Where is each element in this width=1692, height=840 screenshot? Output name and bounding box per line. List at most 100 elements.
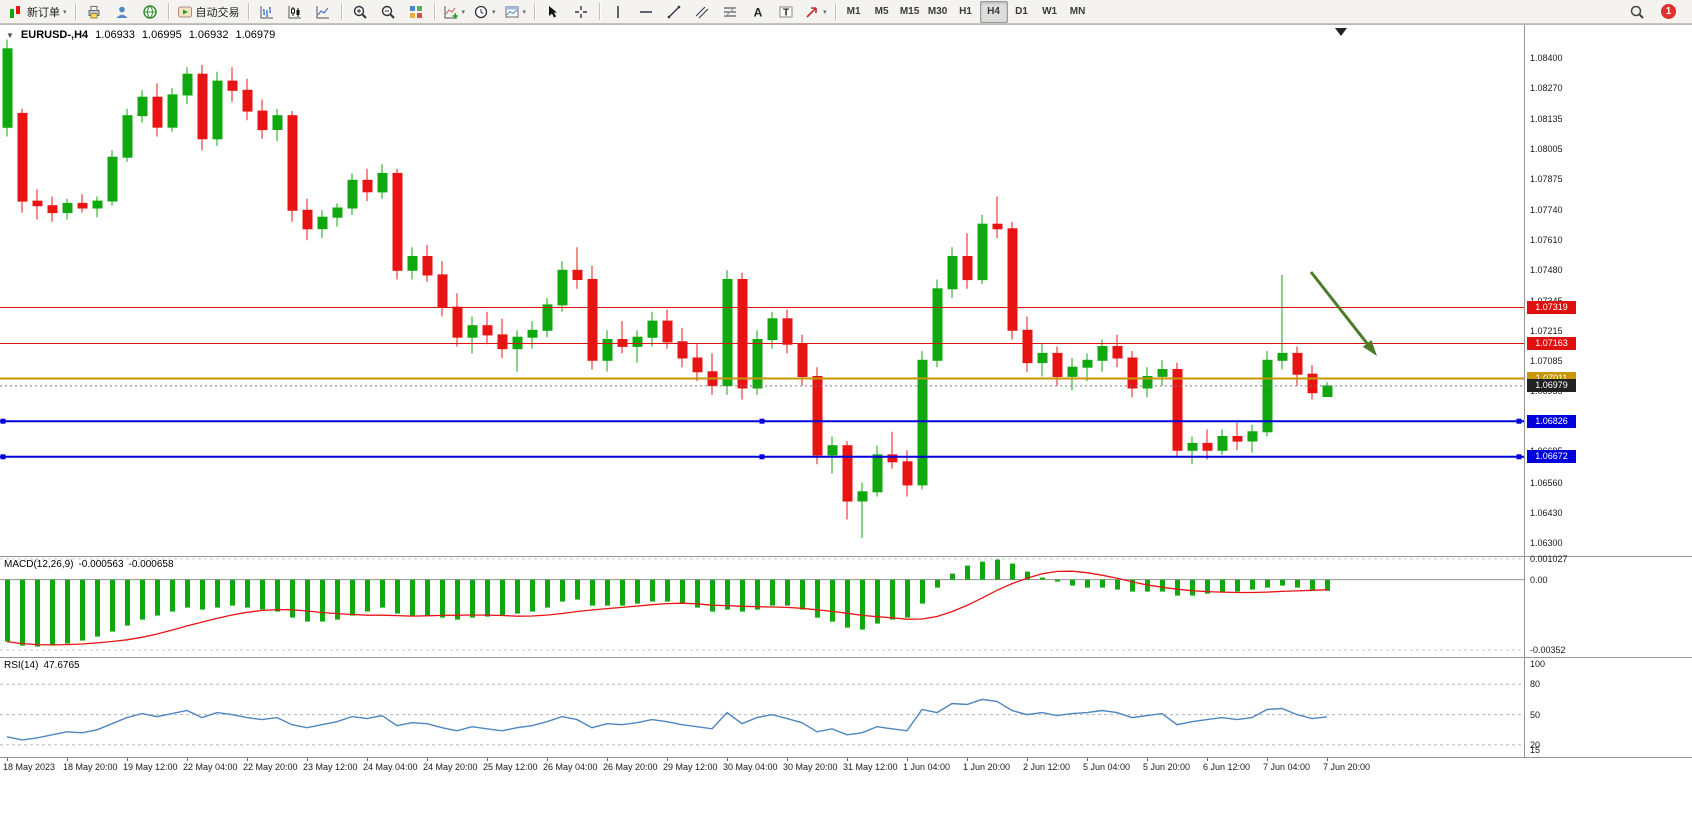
- candle: [257, 99, 268, 139]
- print-button[interactable]: [80, 1, 108, 23]
- ohlc-open: 1.06933: [95, 29, 135, 41]
- macd-bar: [935, 579, 940, 588]
- new-order-button[interactable]: 新订单 ▾: [4, 1, 71, 23]
- pane-separator[interactable]: [0, 657, 1692, 658]
- community-button[interactable]: [136, 1, 164, 23]
- line-handle[interactable]: [759, 418, 765, 424]
- candle: [452, 293, 463, 347]
- macd-bar: [470, 579, 475, 618]
- candlestick-chart-button[interactable]: [281, 1, 309, 23]
- search-icon: [1629, 4, 1645, 20]
- candle: [1022, 316, 1033, 372]
- vertical-line-button[interactable]: [604, 1, 632, 23]
- toolbar-separator: [599, 3, 601, 20]
- rsi-label: RSI(14): [4, 660, 39, 671]
- macd-bar: [545, 579, 550, 608]
- horizontal-line-button[interactable]: [632, 1, 660, 23]
- trend-arrow-object[interactable]: [1309, 271, 1377, 356]
- timeframe-h1-button[interactable]: H1: [952, 1, 980, 23]
- chart-shift-marker-icon[interactable]: [1335, 28, 1347, 36]
- text-button[interactable]: A: [744, 1, 772, 23]
- timeframe-m5-button[interactable]: M5: [868, 1, 896, 23]
- macd-pane[interactable]: [0, 556, 1524, 657]
- one-click-trading-expand-icon[interactable]: ▼: [6, 30, 14, 40]
- zoom-out-button[interactable]: [374, 1, 402, 23]
- timeframe-m1-button[interactable]: M1: [840, 1, 868, 23]
- timeframe-m30-button[interactable]: M30: [924, 1, 952, 23]
- autotrading-button[interactable]: 自动交易: [173, 1, 244, 23]
- pane-separator[interactable]: [0, 556, 1692, 557]
- time-axis-tick: [607, 758, 608, 761]
- notification-badge[interactable]: 1: [1661, 4, 1676, 19]
- cursor-button[interactable]: [539, 1, 567, 23]
- line-handle[interactable]: [759, 454, 765, 460]
- line-handle[interactable]: [0, 418, 6, 424]
- line-chart-button[interactable]: [309, 1, 337, 23]
- timeframe-mn-button-label: MN: [1069, 6, 1086, 17]
- templates-button[interactable]: ▾: [500, 1, 531, 23]
- text-label-button[interactable]: T: [772, 1, 800, 23]
- equidistant-channel-button[interactable]: [688, 1, 716, 23]
- macd-bar: [320, 579, 325, 622]
- candle: [47, 196, 58, 222]
- candle: [362, 168, 373, 202]
- time-axis-label: 19 May 12:00: [123, 762, 178, 772]
- macd-bar: [1070, 579, 1075, 586]
- macd-bar: [890, 579, 895, 620]
- line-handle[interactable]: [1516, 418, 1522, 424]
- candle: [377, 164, 388, 199]
- indicators-button[interactable]: ▾: [439, 1, 470, 23]
- profile-button[interactable]: [108, 1, 136, 23]
- periods-button[interactable]: ▾: [469, 1, 500, 23]
- timeframe-d1-button[interactable]: D1: [1008, 1, 1036, 23]
- timeframe-mn-button[interactable]: MN: [1064, 1, 1092, 23]
- time-axis-tick: [1087, 758, 1088, 761]
- macd-bar: [425, 579, 430, 616]
- time-axis-tick: [1027, 758, 1028, 761]
- candle: [467, 316, 478, 354]
- candle: [977, 214, 988, 285]
- timeframe-w1-button[interactable]: W1: [1036, 1, 1064, 23]
- rsi-pane[interactable]: [0, 657, 1524, 757]
- arrows-button[interactable]: ▾: [800, 1, 831, 23]
- candle: [632, 330, 643, 363]
- fibonacci-button[interactable]: [716, 1, 744, 23]
- macd-bar: [110, 579, 115, 632]
- candle: [557, 261, 568, 312]
- bar-chart-button[interactable]: [253, 1, 281, 23]
- autotrading-button-label: 自动交易: [195, 6, 240, 19]
- candle: [1202, 429, 1213, 460]
- macd-bar: [230, 579, 235, 606]
- time-scale[interactable]: 18 May 2023 18 May 20:00 19 May 12:00 22 Ma…: [0, 757, 1692, 779]
- trendline-button[interactable]: [660, 1, 688, 23]
- macd-bar: [785, 579, 790, 606]
- price-scale[interactable]: 1.08400 1.08270 1.08135 1.08005 1.07875 1.077…: [1525, 25, 1692, 758]
- macd-bar: [200, 579, 205, 610]
- candle: [602, 330, 613, 372]
- bar-chart-icon: [259, 4, 275, 20]
- line-handle[interactable]: [0, 454, 6, 460]
- candle: [92, 196, 103, 218]
- candle: [1277, 274, 1288, 370]
- line-handle[interactable]: [1516, 454, 1522, 460]
- tile-windows-button[interactable]: [402, 1, 430, 23]
- pane-separator[interactable]: [0, 757, 1692, 758]
- crosshair-button[interactable]: [567, 1, 595, 23]
- macd-bar: [575, 579, 580, 600]
- candle: [1157, 360, 1168, 386]
- dropdown-caret-icon: ▾: [522, 8, 527, 16]
- rsi-scale-label: 20: [1530, 739, 1541, 750]
- candle: [527, 321, 538, 349]
- main-chart-pane[interactable]: [0, 25, 1524, 556]
- timeframe-w1-button-label: W1: [1042, 6, 1058, 17]
- search-button[interactable]: [1623, 1, 1651, 23]
- time-axis-label: 1 Jun 20:00: [963, 762, 1011, 772]
- candle: [677, 328, 688, 368]
- time-axis-label: 29 May 12:00: [663, 762, 718, 772]
- time-axis-label: 18 May 2023: [3, 762, 56, 772]
- dropdown-caret-icon: ▾: [63, 8, 67, 16]
- timeframe-h4-button[interactable]: H4: [979, 0, 1008, 23]
- zoom-in-button[interactable]: [346, 1, 374, 23]
- candle: [317, 210, 328, 238]
- timeframe-m15-button[interactable]: M15: [896, 1, 924, 23]
